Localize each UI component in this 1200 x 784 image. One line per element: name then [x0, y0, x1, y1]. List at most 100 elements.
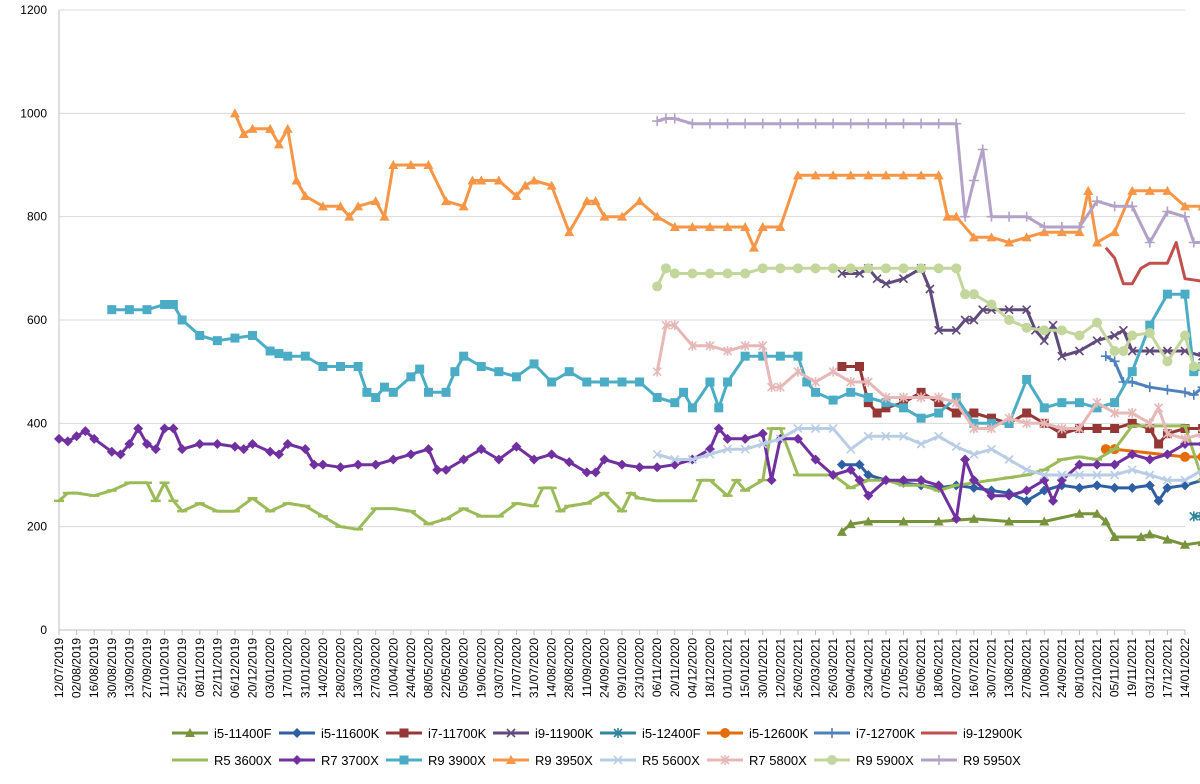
data-point [142, 305, 152, 315]
data-point [458, 454, 469, 465]
data-point [828, 366, 838, 377]
data-point [1048, 495, 1059, 506]
data-point [880, 263, 891, 274]
legend-item: i5-11400F [172, 726, 272, 741]
x-tick-label: 16/07/2021 [967, 638, 981, 698]
data-point [177, 444, 188, 455]
data-point [168, 300, 178, 309]
data-point [722, 433, 733, 444]
data-point [854, 475, 865, 486]
data-point [669, 268, 680, 279]
data-point [792, 170, 803, 180]
series-9 [54, 423, 1200, 524]
series-7 [1104, 241, 1200, 286]
x-tick-label: 22/05/2020 [439, 638, 453, 698]
data-point [810, 118, 821, 129]
data-point [881, 398, 891, 408]
data-point [933, 118, 944, 129]
data-point [511, 372, 521, 382]
x-tick-label: 02/07/2021 [949, 638, 963, 698]
data-point [1127, 449, 1138, 460]
data-point [679, 387, 689, 397]
data-point [758, 351, 768, 361]
data-point [933, 263, 944, 274]
data-point [748, 242, 759, 252]
data-point [899, 403, 908, 413]
data-point [740, 351, 750, 361]
x-tick-label: 24/04/2020 [404, 638, 418, 698]
data-point [1056, 222, 1067, 232]
data-point [441, 464, 452, 475]
data-point [660, 263, 671, 274]
data-point [1021, 211, 1032, 222]
x-tick-label: 05/11/2021 [1108, 638, 1122, 697]
data-point [89, 433, 100, 444]
x-tick-label: 31/01/2020 [298, 638, 312, 698]
data-point [458, 201, 469, 211]
data-point [670, 320, 680, 331]
data-point [968, 513, 979, 523]
data-point [1109, 201, 1120, 212]
data-point [1092, 508, 1103, 518]
legend-marker [934, 755, 944, 765]
data-point [687, 222, 698, 231]
data-point [1092, 470, 1102, 480]
data-point [898, 118, 909, 129]
data-point [669, 222, 680, 231]
legend-label: R9 3950X [535, 753, 593, 768]
data-point [968, 289, 979, 300]
data-point [1021, 495, 1032, 506]
data-point [793, 423, 803, 434]
data-point [757, 118, 768, 129]
data-point [1162, 475, 1172, 485]
legend-item: R7 5800X [707, 753, 807, 768]
data-point [775, 263, 786, 274]
data-point [265, 446, 276, 457]
x-tick-label: 19/11/2021 [1125, 638, 1139, 697]
x-tick-label: 23/04/2021 [861, 638, 875, 698]
data-point [960, 289, 971, 300]
data-point [405, 160, 416, 169]
series-15 [652, 113, 1200, 248]
legend-item: R5 5600X [600, 753, 700, 768]
data-point [969, 418, 979, 428]
data-point [705, 340, 715, 351]
series-6 [1100, 351, 1200, 400]
data-point [336, 362, 345, 371]
data-point [687, 118, 698, 129]
x-tick-label: 08/11/2019 [193, 638, 207, 697]
data-point [881, 392, 891, 403]
y-tick-label: 0 [40, 623, 47, 637]
data-point [1127, 367, 1137, 377]
data-point [1110, 408, 1120, 418]
legend-label: i9-11900K [535, 726, 594, 741]
data-point [388, 160, 399, 169]
data-point [1022, 305, 1032, 315]
data-point [898, 170, 909, 180]
data-point [934, 392, 944, 403]
legend-item: i5-12400F [600, 726, 701, 741]
data-point [1022, 418, 1032, 429]
data-point [1127, 377, 1138, 387]
x-tick-label: 14/01/2022 [1178, 638, 1192, 698]
x-tick-label: 10/09/2021 [1037, 638, 1051, 698]
data-point [854, 459, 865, 470]
data-point [1144, 237, 1155, 248]
data-point [810, 454, 821, 465]
data-point [837, 268, 847, 279]
series-line [841, 266, 1200, 358]
x-tick-label: 08/10/2021 [1072, 638, 1086, 698]
data-point [863, 170, 874, 180]
data-point [335, 201, 346, 211]
data-point [423, 387, 433, 397]
data-point [115, 449, 126, 460]
data-point [107, 305, 117, 315]
data-point [353, 201, 364, 211]
x-tick-label: 30/01/2021 [756, 638, 770, 698]
data-point [441, 387, 451, 397]
data-point [1057, 429, 1067, 439]
data-point [450, 367, 460, 377]
data-point [423, 444, 434, 455]
data-point [124, 305, 134, 315]
data-point [1162, 534, 1173, 544]
